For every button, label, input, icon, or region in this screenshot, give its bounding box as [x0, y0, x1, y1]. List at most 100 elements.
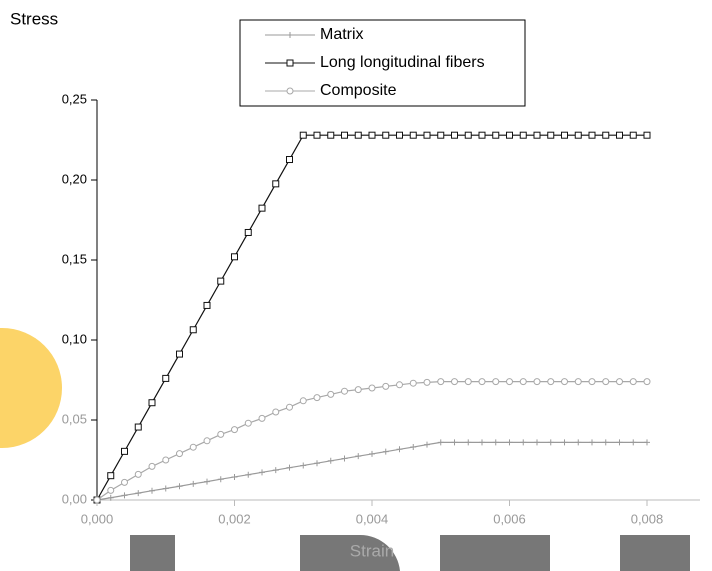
- marker: [574, 131, 582, 139]
- marker: [299, 131, 307, 139]
- marker: [616, 439, 623, 446]
- marker: [602, 439, 609, 446]
- marker: [231, 473, 238, 480]
- marker: [423, 131, 431, 139]
- marker: [134, 423, 142, 431]
- marker: [643, 378, 651, 386]
- marker: [519, 378, 527, 386]
- marker: [300, 462, 307, 469]
- marker: [382, 131, 390, 139]
- legend-label: Long longitudinal fibers: [320, 54, 485, 71]
- marker: [616, 131, 623, 139]
- marker: [189, 443, 197, 451]
- marker: [506, 131, 513, 139]
- marker: [134, 470, 142, 478]
- marker: [437, 439, 444, 446]
- marker: [135, 490, 142, 497]
- marker: [217, 430, 225, 438]
- x-tick-label: 0,006: [493, 511, 526, 526]
- marker: [299, 397, 307, 405]
- marker: [368, 131, 376, 139]
- watermark-shape: [620, 535, 690, 571]
- marker: [534, 439, 540, 446]
- marker: [107, 486, 115, 494]
- y-tick-label: 0,05: [62, 411, 87, 426]
- marker: [396, 131, 403, 139]
- marker: [258, 204, 266, 212]
- x-tick-label: 0,002: [218, 511, 251, 526]
- marker: [451, 439, 458, 446]
- y-tick-label: 0,00: [62, 491, 87, 506]
- marker: [203, 301, 211, 309]
- marker: [382, 382, 390, 390]
- legend-marker: [287, 32, 293, 38]
- marker: [396, 381, 403, 389]
- marker: [368, 384, 376, 392]
- marker: [464, 131, 472, 139]
- marker: [644, 439, 650, 446]
- marker: [355, 453, 362, 460]
- legend-label: Matrix: [320, 26, 364, 43]
- marker: [630, 439, 637, 446]
- marker: [107, 472, 115, 480]
- marker: [519, 131, 527, 139]
- marker: [437, 378, 445, 386]
- marker: [107, 494, 114, 501]
- marker: [341, 387, 348, 395]
- marker: [121, 492, 128, 499]
- marker: [369, 450, 375, 457]
- marker: [327, 390, 335, 398]
- marker: [506, 378, 513, 386]
- watermark-shape: [300, 534, 400, 571]
- x-tick-label: 0,008: [631, 511, 664, 526]
- marker: [410, 444, 417, 451]
- marker: [231, 253, 238, 261]
- marker: [272, 180, 280, 188]
- marker: [327, 457, 334, 464]
- marker: [547, 378, 555, 386]
- marker: [396, 446, 403, 453]
- marker: [424, 441, 430, 448]
- legend-marker: [286, 87, 294, 95]
- marker: [162, 374, 170, 382]
- marker: [286, 156, 293, 164]
- marker: [314, 460, 320, 467]
- marker: [162, 485, 169, 492]
- marker: [409, 379, 417, 387]
- marker: [244, 419, 252, 427]
- y-axis-label: Stress: [10, 9, 58, 28]
- marker: [533, 378, 541, 386]
- marker: [589, 439, 595, 446]
- x-axis-label: Strain: [350, 541, 394, 560]
- marker: [217, 476, 224, 483]
- marker: [451, 131, 458, 139]
- marker: [204, 478, 210, 485]
- marker: [203, 437, 211, 445]
- marker: [588, 378, 596, 386]
- marker: [189, 326, 197, 334]
- watermark-shape: [440, 535, 550, 571]
- marker: [616, 378, 623, 386]
- marker: [547, 131, 555, 139]
- marker: [244, 228, 252, 236]
- marker: [148, 462, 156, 470]
- marker: [561, 439, 568, 446]
- watermark-circle: [0, 328, 62, 448]
- marker: [575, 439, 582, 446]
- y-tick-label: 0,10: [62, 331, 87, 346]
- marker: [561, 378, 568, 386]
- marker: [176, 450, 183, 458]
- marker: [327, 131, 335, 139]
- marker: [602, 131, 610, 139]
- marker: [437, 131, 445, 139]
- marker: [121, 447, 128, 455]
- marker: [313, 394, 321, 402]
- marker: [121, 478, 128, 486]
- marker: [354, 386, 362, 394]
- marker: [643, 131, 651, 139]
- marker: [354, 131, 362, 139]
- marker: [588, 131, 596, 139]
- y-tick-label: 0,15: [62, 251, 87, 266]
- marker: [492, 439, 499, 446]
